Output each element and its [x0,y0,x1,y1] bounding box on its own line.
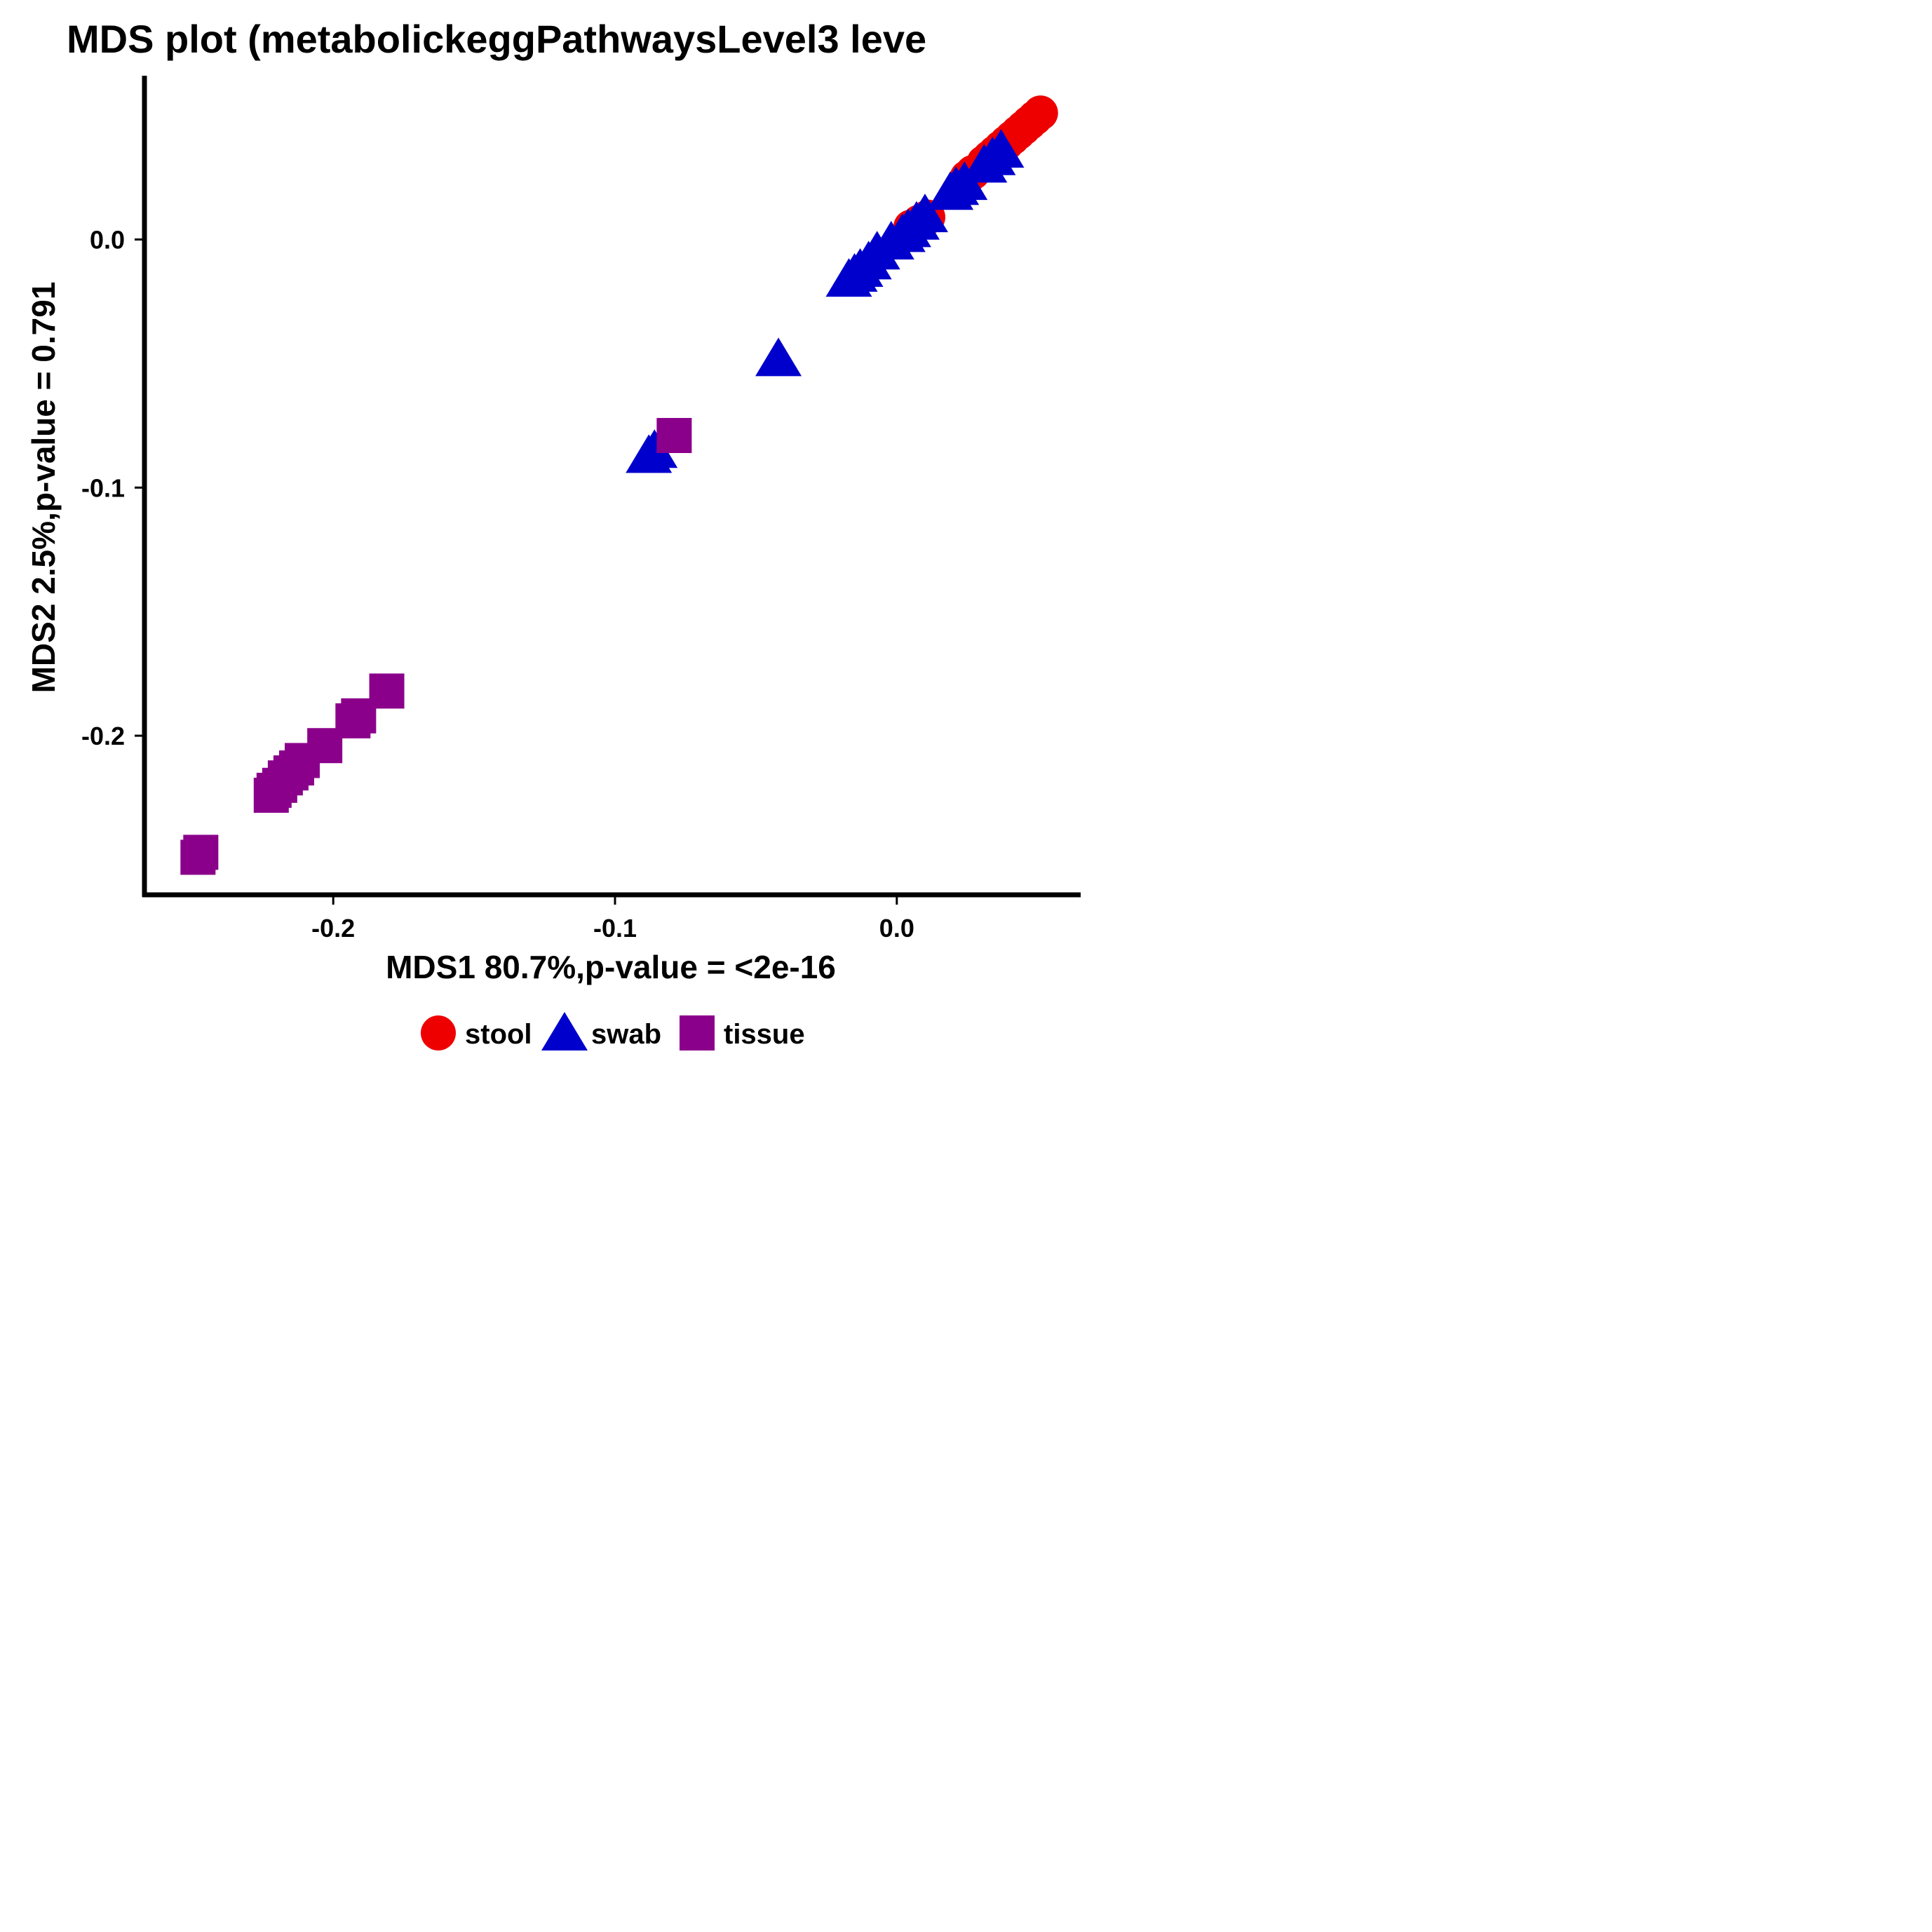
legend-label-swab: swab [591,1019,661,1050]
legend-key-tissue [680,1015,715,1051]
points-layer [180,95,1058,875]
swab-point-3 [961,144,1008,183]
x-tick-label: -0.2 [311,914,355,943]
x-tick-label: 0.0 [879,914,914,943]
swab-point-19 [626,434,673,473]
x-tick-label: -0.1 [593,914,637,943]
y-tick-label: -0.1 [81,473,125,502]
legend-label-tissue: tissue [724,1019,805,1050]
swab-point-6 [927,171,974,210]
y-axis-ticks: 0.0 -0.1 -0.2 [81,226,142,750]
x-axis-title: MDS1 80.7%,p-value = <2e-16 [386,949,836,985]
tissue-point-14 [180,839,216,875]
legend-label-stool: stool [465,1019,532,1050]
tissue-point-12 [253,778,289,813]
x-axis-ticks: -0.2 -0.1 0.0 [311,897,914,943]
legend-key-swab [541,1012,588,1051]
chart-title: MDS plot (metabolickeggPathwaysLevel3 le… [67,17,926,61]
swab-point-17 [755,337,802,377]
y-axis-title: MDS2 2.5%,p-value = 0.791 [25,282,62,694]
tissue-point-1 [656,418,692,454]
y-tick-label: 0.0 [90,226,125,255]
legend: stool swab tissue [421,1012,805,1051]
legend-key-stool [421,1015,456,1051]
mds-scatter-chart: MDS plot (metabolickeggPathwaysLevel3 le… [25,17,1081,1051]
swab-point-16 [825,258,872,297]
y-tick-label: -0.2 [81,722,125,750]
